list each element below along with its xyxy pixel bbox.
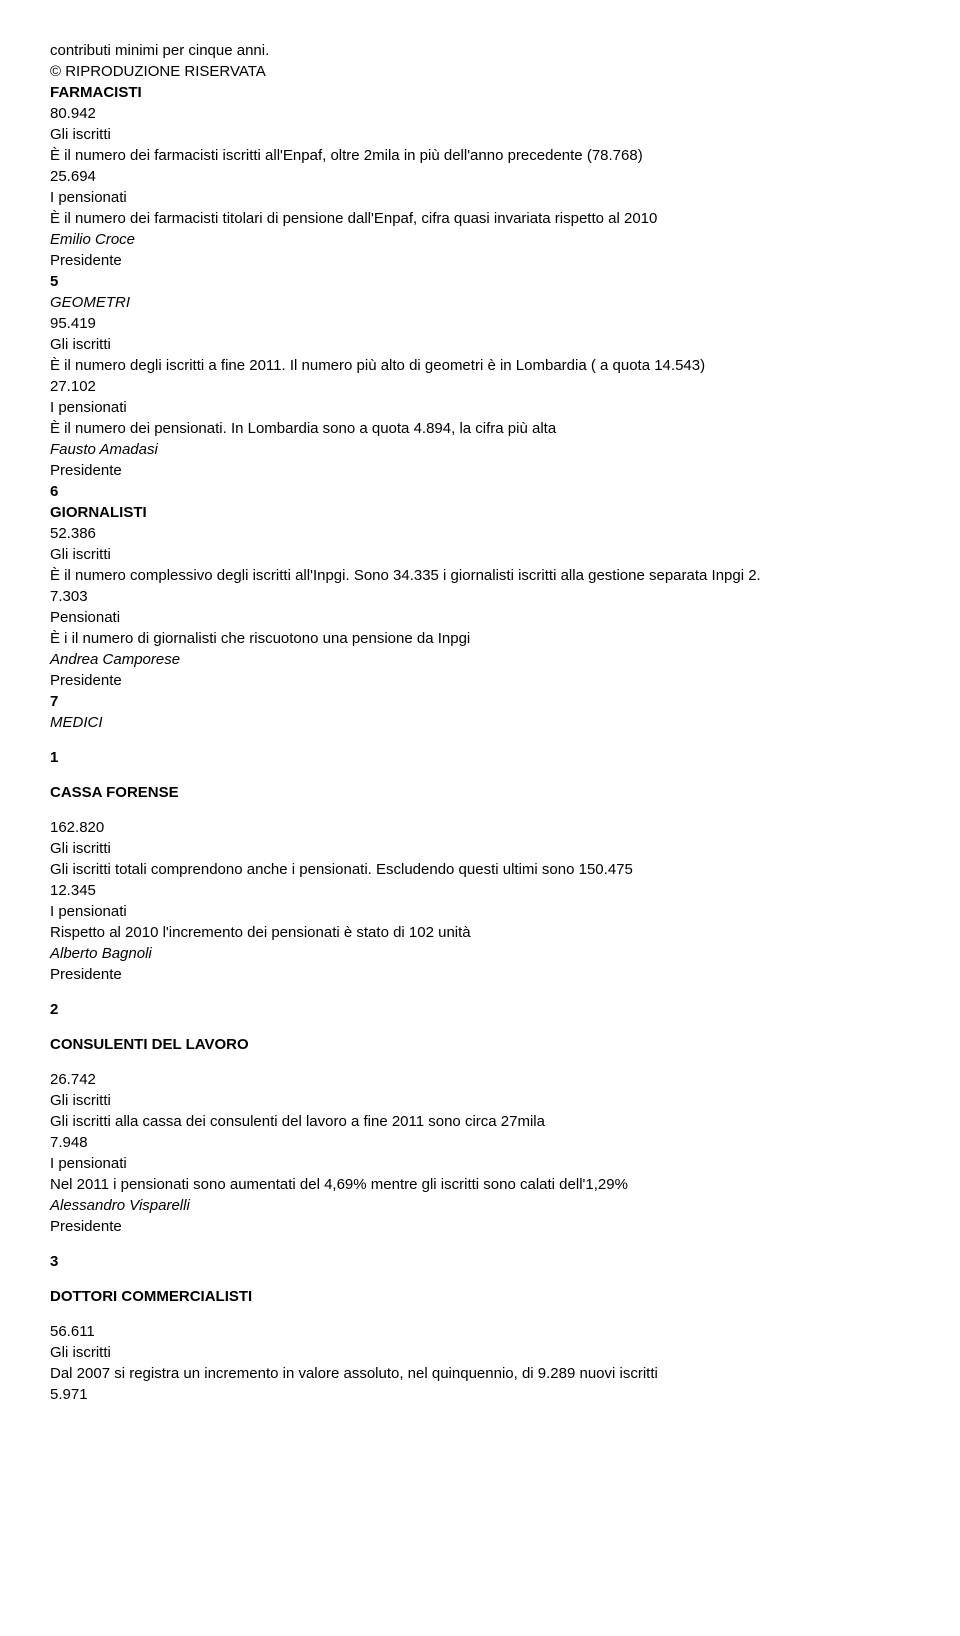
farmacisti-label2: I pensionati: [50, 187, 910, 208]
consulenti-desc1: Gli iscritti alla cassa dei consulenti d…: [50, 1111, 910, 1132]
commercialisti-label1: Gli iscritti: [50, 1342, 910, 1363]
forense-role: Presidente: [50, 964, 910, 985]
forense-num1: 162.820: [50, 817, 910, 838]
giornalisti-sec: 7: [50, 691, 910, 712]
farmacisti-label1: Gli iscritti: [50, 124, 910, 145]
forense-secnum: 1: [50, 747, 910, 768]
geometri-desc1: È il numero degli iscritti a fine 2011. …: [50, 355, 910, 376]
farmacisti-num1: 80.942: [50, 103, 910, 124]
geometri-role: Presidente: [50, 460, 910, 481]
geometri-sec: 6: [50, 481, 910, 502]
commercialisti-desc1: Dal 2007 si registra un incremento in va…: [50, 1363, 910, 1384]
farmacisti-sec: 5: [50, 271, 910, 292]
farmacisti-num2: 25.694: [50, 166, 910, 187]
medici-title: MEDICI: [50, 712, 910, 733]
consulenti-num2: 7.948: [50, 1132, 910, 1153]
giornalisti-person: Andrea Camporese: [50, 649, 910, 670]
giornalisti-desc2: È i il numero di giornalisti che riscuot…: [50, 628, 910, 649]
geometri-label1: Gli iscritti: [50, 334, 910, 355]
farmacisti-title: FARMACISTI: [50, 82, 910, 103]
consulenti-num1: 26.742: [50, 1069, 910, 1090]
consulenti-label2: I pensionati: [50, 1153, 910, 1174]
forense-num2: 12.345: [50, 880, 910, 901]
farmacisti-desc1: È il numero dei farmacisti iscritti all'…: [50, 145, 910, 166]
geometri-num2: 27.102: [50, 376, 910, 397]
consulenti-role: Presidente: [50, 1216, 910, 1237]
intro-text: contributi minimi per cinque anni.: [50, 40, 910, 61]
farmacisti-role: Presidente: [50, 250, 910, 271]
commercialisti-num1: 56.611: [50, 1321, 910, 1342]
commercialisti-title: DOTTORI COMMERCIALISTI: [50, 1286, 910, 1307]
forense-desc1: Gli iscritti totali comprendono anche i …: [50, 859, 910, 880]
consulenti-secnum: 2: [50, 999, 910, 1020]
giornalisti-label2: Pensionati: [50, 607, 910, 628]
geometri-num1: 95.419: [50, 313, 910, 334]
forense-title: CASSA FORENSE: [50, 782, 910, 803]
geometri-title: GEOMETRI: [50, 292, 910, 313]
farmacisti-person: Emilio Croce: [50, 229, 910, 250]
geometri-label2: I pensionati: [50, 397, 910, 418]
geometri-desc2: È il numero dei pensionati. In Lombardia…: [50, 418, 910, 439]
forense-label1: Gli iscritti: [50, 838, 910, 859]
forense-label2: I pensionati: [50, 901, 910, 922]
giornalisti-desc1: È il numero complessivo degli iscritti a…: [50, 565, 910, 586]
giornalisti-num2: 7.303: [50, 586, 910, 607]
commercialisti-secnum: 3: [50, 1251, 910, 1272]
consulenti-label1: Gli iscritti: [50, 1090, 910, 1111]
forense-desc2: Rispetto al 2010 l'incremento dei pensio…: [50, 922, 910, 943]
giornalisti-label1: Gli iscritti: [50, 544, 910, 565]
forense-person: Alberto Bagnoli: [50, 943, 910, 964]
giornalisti-num1: 52.386: [50, 523, 910, 544]
giornalisti-role: Presidente: [50, 670, 910, 691]
geometri-person: Fausto Amadasi: [50, 439, 910, 460]
consulenti-title: CONSULENTI DEL LAVORO: [50, 1034, 910, 1055]
farmacisti-desc2: È il numero dei farmacisti titolari di p…: [50, 208, 910, 229]
consulenti-person: Alessandro Visparelli: [50, 1195, 910, 1216]
copyright-text: © RIPRODUZIONE RISERVATA: [50, 61, 910, 82]
giornalisti-title: GIORNALISTI: [50, 502, 910, 523]
commercialisti-num2: 5.971: [50, 1384, 910, 1405]
consulenti-desc2: Nel 2011 i pensionati sono aumentati del…: [50, 1174, 910, 1195]
